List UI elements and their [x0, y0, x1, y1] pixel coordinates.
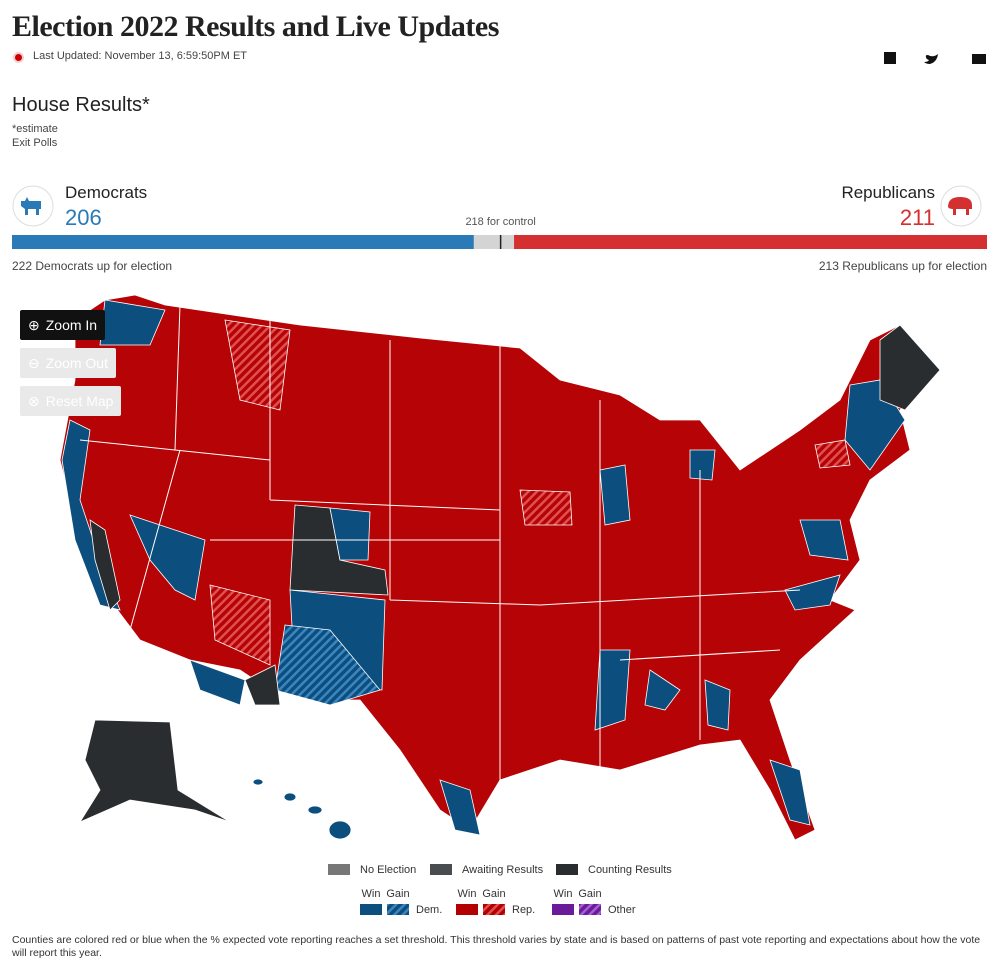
control-seats: 218	[465, 216, 484, 228]
dem-seats: 206	[65, 205, 102, 230]
gain-label: Gain	[386, 888, 409, 900]
gain-swatch	[483, 904, 505, 915]
legend: No Election Awaiting Results Counting Resu…	[328, 864, 672, 916]
dem-bar	[12, 235, 474, 249]
win-swatch	[552, 904, 574, 915]
us-map[interactable]	[0, 285, 993, 855]
footnote: Counties are colored red or blue when th…	[12, 934, 981, 959]
status-label: Awaiting Results	[462, 864, 544, 876]
win-label: Win	[458, 888, 477, 900]
dem-up: 222 Democrats up for election	[12, 259, 172, 273]
zoom-in-button[interactable]: ⊕ Zoom In	[20, 310, 106, 340]
reset-label: Reset Map	[45, 393, 114, 409]
party-label: Rep.	[512, 904, 535, 916]
section-title: House Results*	[12, 94, 150, 116]
party-label: Other	[608, 904, 636, 916]
rep-icon	[940, 185, 982, 227]
win-label: Win	[362, 888, 381, 900]
rep-seats: 211	[899, 205, 935, 230]
dem-name: Democrats	[65, 183, 148, 202]
dem-up-count: 222	[12, 259, 33, 273]
share-icons	[884, 52, 986, 64]
rep-up-count: 213	[818, 259, 839, 273]
page-title: Election 2022 Results and Live Updates	[12, 10, 499, 43]
rep-up: 213 Republicans up for election	[819, 259, 987, 273]
control-text: for control	[486, 216, 536, 228]
twitter[interactable]	[924, 54, 938, 64]
gain-label: Gain	[482, 888, 505, 900]
reset-button[interactable]: ⊗ Reset Map	[20, 386, 122, 416]
last-updated: Last Updated: November 13, 6:59:50PM ET	[33, 50, 248, 62]
win-swatch	[360, 904, 382, 915]
party-label: Dem.	[416, 904, 442, 916]
dem-icon	[12, 185, 54, 227]
note: *estimate	[12, 123, 58, 135]
rep-bar	[514, 235, 987, 249]
status-swatch	[430, 864, 452, 875]
zoom-out-label: Zoom Out	[45, 355, 108, 371]
live-dot	[15, 54, 22, 61]
seat-bar	[12, 235, 987, 249]
zoom-out-button[interactable]: ⊖ Zoom Out	[20, 348, 116, 378]
win-label: Win	[554, 888, 573, 900]
status-label: Counting Results	[588, 864, 672, 876]
zoom-in-label: Zoom In	[45, 317, 98, 333]
facebook[interactable]	[884, 52, 896, 64]
rep-name: Republicans	[841, 183, 935, 202]
status-label: No Election	[360, 864, 416, 876]
source: Exit Polls	[12, 137, 58, 149]
gain-swatch	[387, 904, 409, 915]
rep-up-label: Republicans up for election	[842, 259, 987, 273]
dem-up-label: Democrats up for election	[35, 259, 173, 273]
gain-swatch	[579, 904, 601, 915]
control-label: 218 for control	[465, 216, 535, 228]
win-swatch	[456, 904, 478, 915]
email[interactable]	[972, 54, 986, 64]
gain-label: Gain	[578, 888, 601, 900]
status-swatch	[328, 864, 350, 875]
status-swatch	[556, 864, 578, 875]
